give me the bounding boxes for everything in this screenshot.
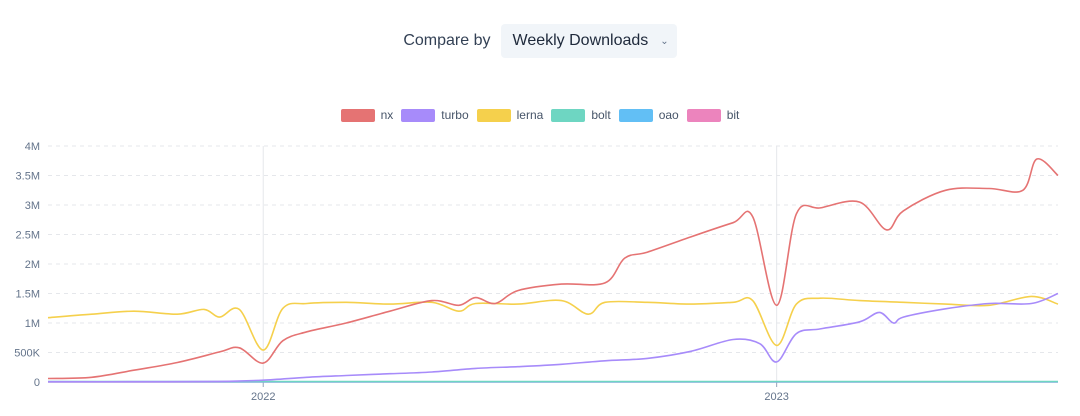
legend-label: lerna (516, 108, 544, 122)
y-tick-label: 3.5M (16, 171, 40, 183)
y-tick-label: 1.5M (16, 289, 40, 301)
legend-swatch (476, 108, 511, 122)
legend-item-bit[interactable]: bit (686, 108, 740, 122)
legend-swatch (401, 108, 436, 122)
legend-swatch (340, 108, 375, 122)
legend-swatch (618, 108, 653, 122)
y-tick-label: 4M (25, 141, 40, 153)
x-tick-label: 2023 (764, 391, 788, 403)
legend-label: nx (380, 108, 394, 122)
series-line-turbo (47, 292, 1059, 383)
y-tick-label: 1M (25, 318, 40, 330)
legend-item-oao[interactable]: oao (618, 108, 679, 122)
x-tick-label: 2022 (251, 391, 275, 403)
legend-swatch (686, 108, 721, 122)
chevron-down-icon: ⌄ (660, 35, 669, 47)
legend-item-turbo[interactable]: turbo (401, 108, 469, 122)
line-chart: 0 500K 1M 1.5M 2M 2.5M 3M 3.5M 4M 2022 2023 (14, 141, 1059, 403)
y-tick-label: 3M (25, 200, 40, 212)
series-line-nx (47, 158, 1059, 380)
legend-label: bit (726, 108, 740, 122)
series-line-lerna (47, 295, 1059, 351)
legend-item-bolt[interactable]: bolt (551, 108, 611, 122)
legend-item-lerna[interactable]: lerna (476, 108, 544, 122)
compare-by-label: Compare by (403, 32, 491, 49)
y-tick-label: 500K (14, 348, 40, 360)
legend-item-nx[interactable]: nx (340, 108, 394, 122)
y-tick-label: 2.5M (16, 230, 40, 242)
legend-swatch (551, 108, 586, 122)
compare-select[interactable]: Weekly Downloads ⌄ (500, 24, 677, 58)
y-tick-label: 0 (34, 377, 40, 389)
legend-label: oao (658, 108, 679, 122)
legend-label: turbo (441, 108, 469, 122)
chart-legend: nx turbo lerna bolt oao bit (0, 108, 1080, 122)
y-tick-label: 2M (25, 259, 40, 271)
legend-label: bolt (591, 108, 611, 122)
compare-select-value: Weekly Downloads (512, 32, 649, 49)
compare-bar: Compare by Weekly Downloads ⌄ (0, 22, 1080, 60)
